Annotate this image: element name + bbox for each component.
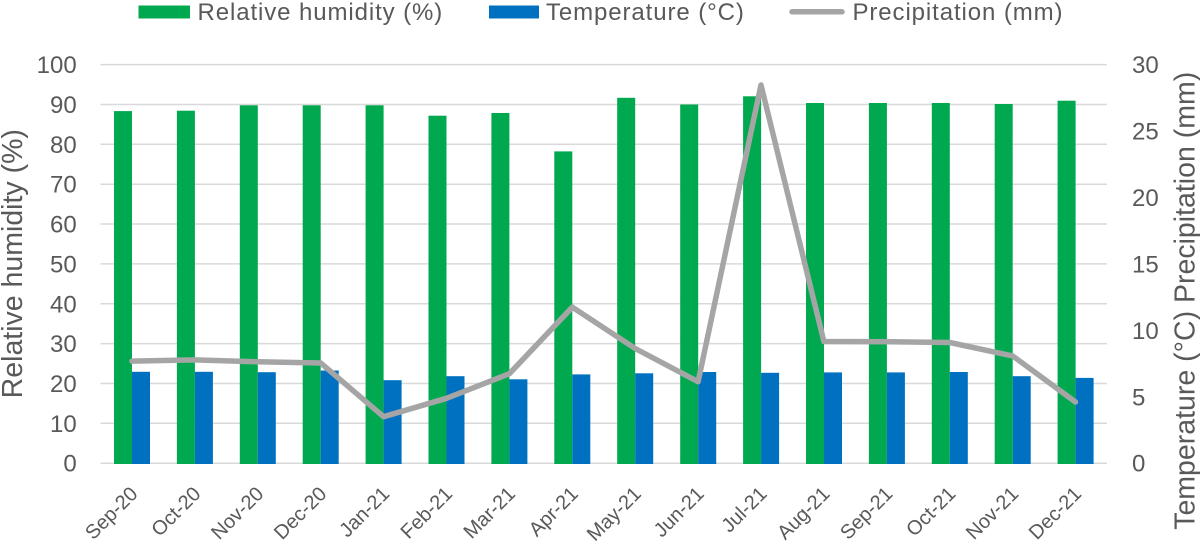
svg-text:Relative humidity (%): Relative humidity (%) xyxy=(198,0,444,26)
svg-text:25: 25 xyxy=(1132,119,1159,146)
svg-text:0: 0 xyxy=(1132,451,1145,478)
svg-text:Temperature (°C) Precipitation: Temperature (°C) Precipitation (mm) xyxy=(1170,72,1200,530)
svg-text:40: 40 xyxy=(50,291,77,318)
svg-text:50: 50 xyxy=(50,251,77,278)
svg-text:10: 10 xyxy=(50,411,77,438)
svg-text:30: 30 xyxy=(1132,52,1159,79)
svg-text:100: 100 xyxy=(37,52,77,79)
svg-text:70: 70 xyxy=(50,172,77,199)
svg-text:90: 90 xyxy=(50,92,77,119)
svg-text:0: 0 xyxy=(63,451,76,478)
svg-text:80: 80 xyxy=(50,132,77,159)
svg-text:Precipitation (mm): Precipitation (mm) xyxy=(853,0,1064,26)
svg-text:10: 10 xyxy=(1132,318,1159,345)
svg-text:5: 5 xyxy=(1132,384,1145,411)
svg-text:Relative humidity (%): Relative humidity (%) xyxy=(0,129,29,398)
svg-text:20: 20 xyxy=(1132,185,1159,212)
svg-text:15: 15 xyxy=(1132,251,1159,278)
svg-text:Temperature (°C): Temperature (°C) xyxy=(546,0,745,26)
svg-text:20: 20 xyxy=(50,371,77,398)
svg-text:30: 30 xyxy=(50,331,77,358)
svg-text:60: 60 xyxy=(50,212,77,239)
